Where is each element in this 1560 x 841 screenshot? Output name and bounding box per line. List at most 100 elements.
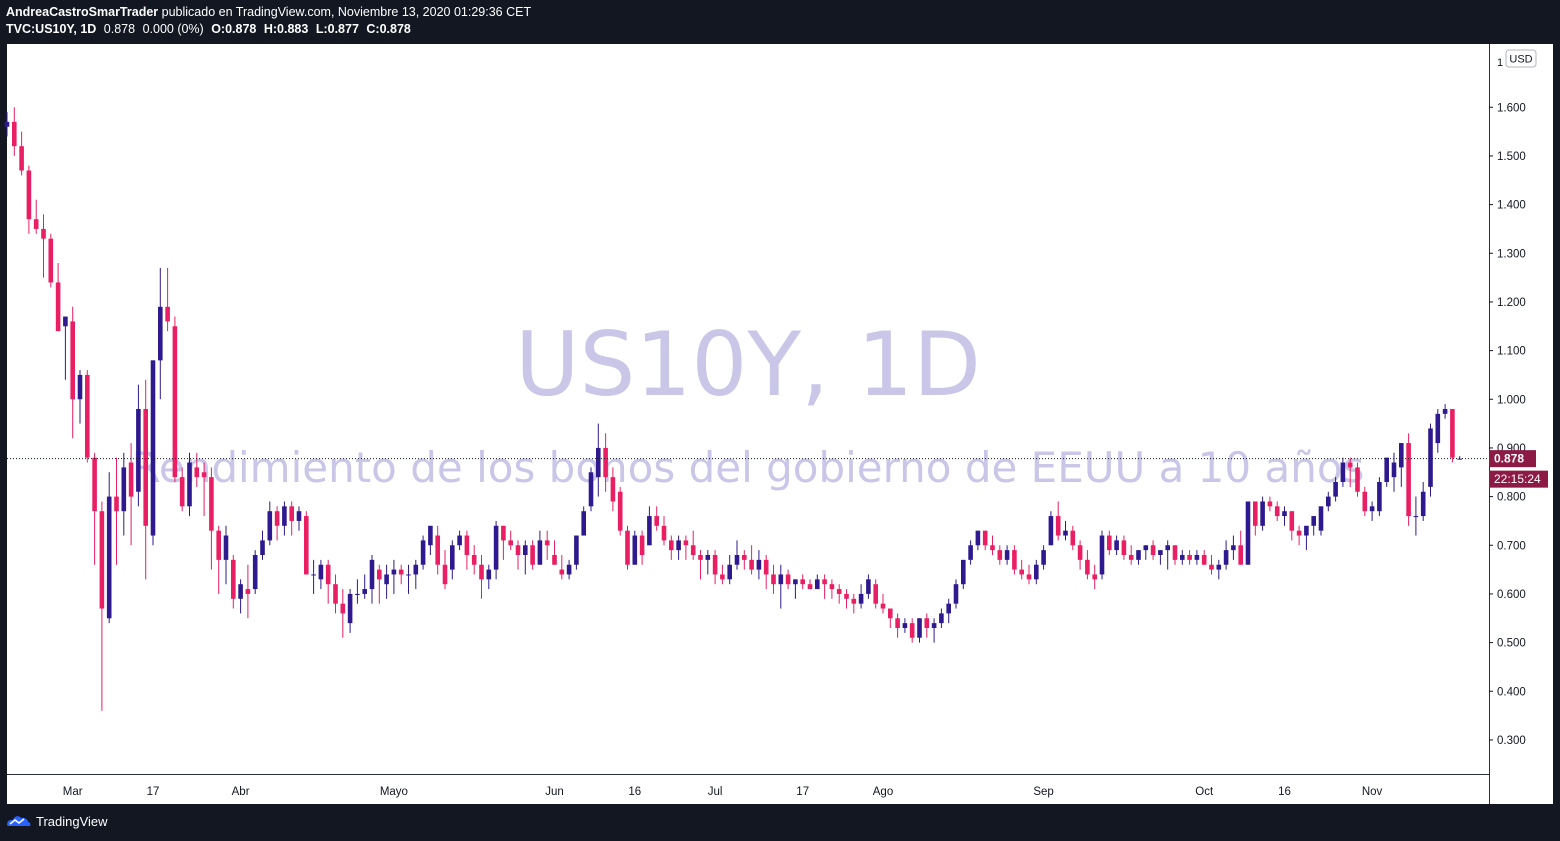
- candle: [1099, 530, 1105, 580]
- candle-body: [1267, 501, 1273, 507]
- candle-body: [537, 540, 543, 565]
- candle-body: [1442, 409, 1448, 414]
- candle: [1012, 545, 1017, 575]
- candle: [836, 584, 842, 604]
- candle: [712, 550, 718, 585]
- candle-body: [603, 447, 608, 478]
- candle: [1136, 550, 1141, 565]
- candle-body: [705, 555, 711, 560]
- change-value: 0.000 (0%): [142, 22, 204, 36]
- price-tick-label: 0.800: [1497, 492, 1526, 504]
- candle: [471, 545, 477, 575]
- close-value: C:0.878: [366, 22, 411, 36]
- candle: [1034, 559, 1039, 585]
- watermark-subtitle: Rendimiento de los bonos del gobierno de…: [132, 443, 1365, 492]
- candle: [785, 569, 791, 590]
- candle: [1055, 501, 1061, 541]
- candle: [1201, 550, 1207, 565]
- time-tick-label: Abr: [232, 786, 250, 798]
- chart-header: AndreaCastroSmarTrader publicado en Trad…: [6, 4, 531, 38]
- candle: [311, 559, 316, 594]
- author-name[interactable]: AndreaCastroSmarTrader: [6, 5, 159, 19]
- candle-body: [340, 603, 346, 614]
- candle: [172, 316, 178, 482]
- time-ticks: Mar 17 Abr Mayo Jun 16 Jul 17 Ago Sep Oct 16 Nov: [63, 786, 1383, 798]
- candle: [274, 506, 280, 541]
- candle: [26, 165, 32, 234]
- publication-line: AndreaCastroSmarTrader publicado en Trad…: [6, 4, 531, 21]
- candle: [1267, 496, 1273, 512]
- candle: [756, 550, 762, 580]
- candle-body: [128, 462, 134, 497]
- candle: [165, 267, 170, 332]
- candle: [931, 618, 937, 643]
- plot-area[interactable]: [7, 44, 1489, 774]
- candle: [252, 550, 258, 594]
- time-tick-label: Sep: [1033, 786, 1053, 798]
- candle-body: [420, 540, 426, 565]
- candle-body: [1413, 516, 1419, 518]
- candle-body: [1085, 559, 1090, 575]
- candle-body: [384, 574, 389, 585]
- time-tick-label: 16: [628, 786, 641, 798]
- candle-body: [880, 603, 886, 609]
- candle-body: [413, 564, 419, 575]
- candle: [1180, 550, 1185, 565]
- candle-body: [756, 559, 762, 570]
- candle: [282, 501, 287, 536]
- candle-body: [1216, 564, 1222, 570]
- candle: [406, 564, 411, 594]
- candle-body: [917, 618, 922, 638]
- candles: [4, 107, 1462, 711]
- candle-body: [844, 593, 849, 599]
- candle-body: [442, 564, 448, 585]
- footer-brand[interactable]: TradingView: [36, 813, 108, 829]
- candle: [1150, 540, 1156, 560]
- candle-body: [1055, 516, 1061, 536]
- candle-body: [690, 545, 696, 555]
- candle-body: [1165, 545, 1170, 551]
- candle-body: [1201, 555, 1207, 565]
- currency-button[interactable]: [1505, 49, 1537, 68]
- price-tick-partial: 1: [1497, 57, 1503, 69]
- candle-body: [676, 540, 681, 551]
- candle-body: [625, 530, 630, 565]
- candle: [457, 530, 462, 551]
- candle: [121, 452, 127, 536]
- candle: [55, 263, 61, 332]
- symbol-label[interactable]: TVC:US10Y, 1D: [6, 22, 97, 36]
- candle: [325, 559, 331, 604]
- candle-body: [70, 321, 75, 400]
- candle-body: [1012, 550, 1017, 570]
- candle-body: [763, 559, 769, 575]
- candle-body: [1311, 516, 1316, 526]
- time-axis[interactable]: [7, 774, 1489, 804]
- candle-body: [296, 511, 302, 521]
- watermark-title: US10Y, 1D: [515, 313, 981, 416]
- candle-body: [1172, 545, 1178, 560]
- candle-body: [523, 545, 528, 555]
- candle: [1107, 530, 1112, 555]
- candle: [33, 199, 39, 234]
- candle: [902, 618, 908, 633]
- candle-body: [231, 559, 236, 599]
- candle: [4, 112, 10, 137]
- candle: [158, 267, 163, 400]
- candle: [1121, 535, 1127, 560]
- candle: [63, 316, 68, 380]
- time-tick-label: 17: [147, 786, 160, 798]
- candle-body: [734, 555, 740, 565]
- candle-body: [1034, 564, 1039, 580]
- price-axis[interactable]: [1489, 44, 1553, 804]
- price-tick-label: 0.600: [1497, 589, 1526, 601]
- tradingview-logo-icon[interactable]: [6, 813, 32, 829]
- candle-body: [931, 623, 937, 628]
- candle: [19, 131, 24, 176]
- candle-body: [1420, 491, 1426, 517]
- candle-body: [742, 555, 747, 560]
- candle-body: [829, 584, 835, 590]
- candle-body: [391, 569, 397, 575]
- candle-body: [698, 555, 703, 560]
- candle-body: [165, 306, 170, 322]
